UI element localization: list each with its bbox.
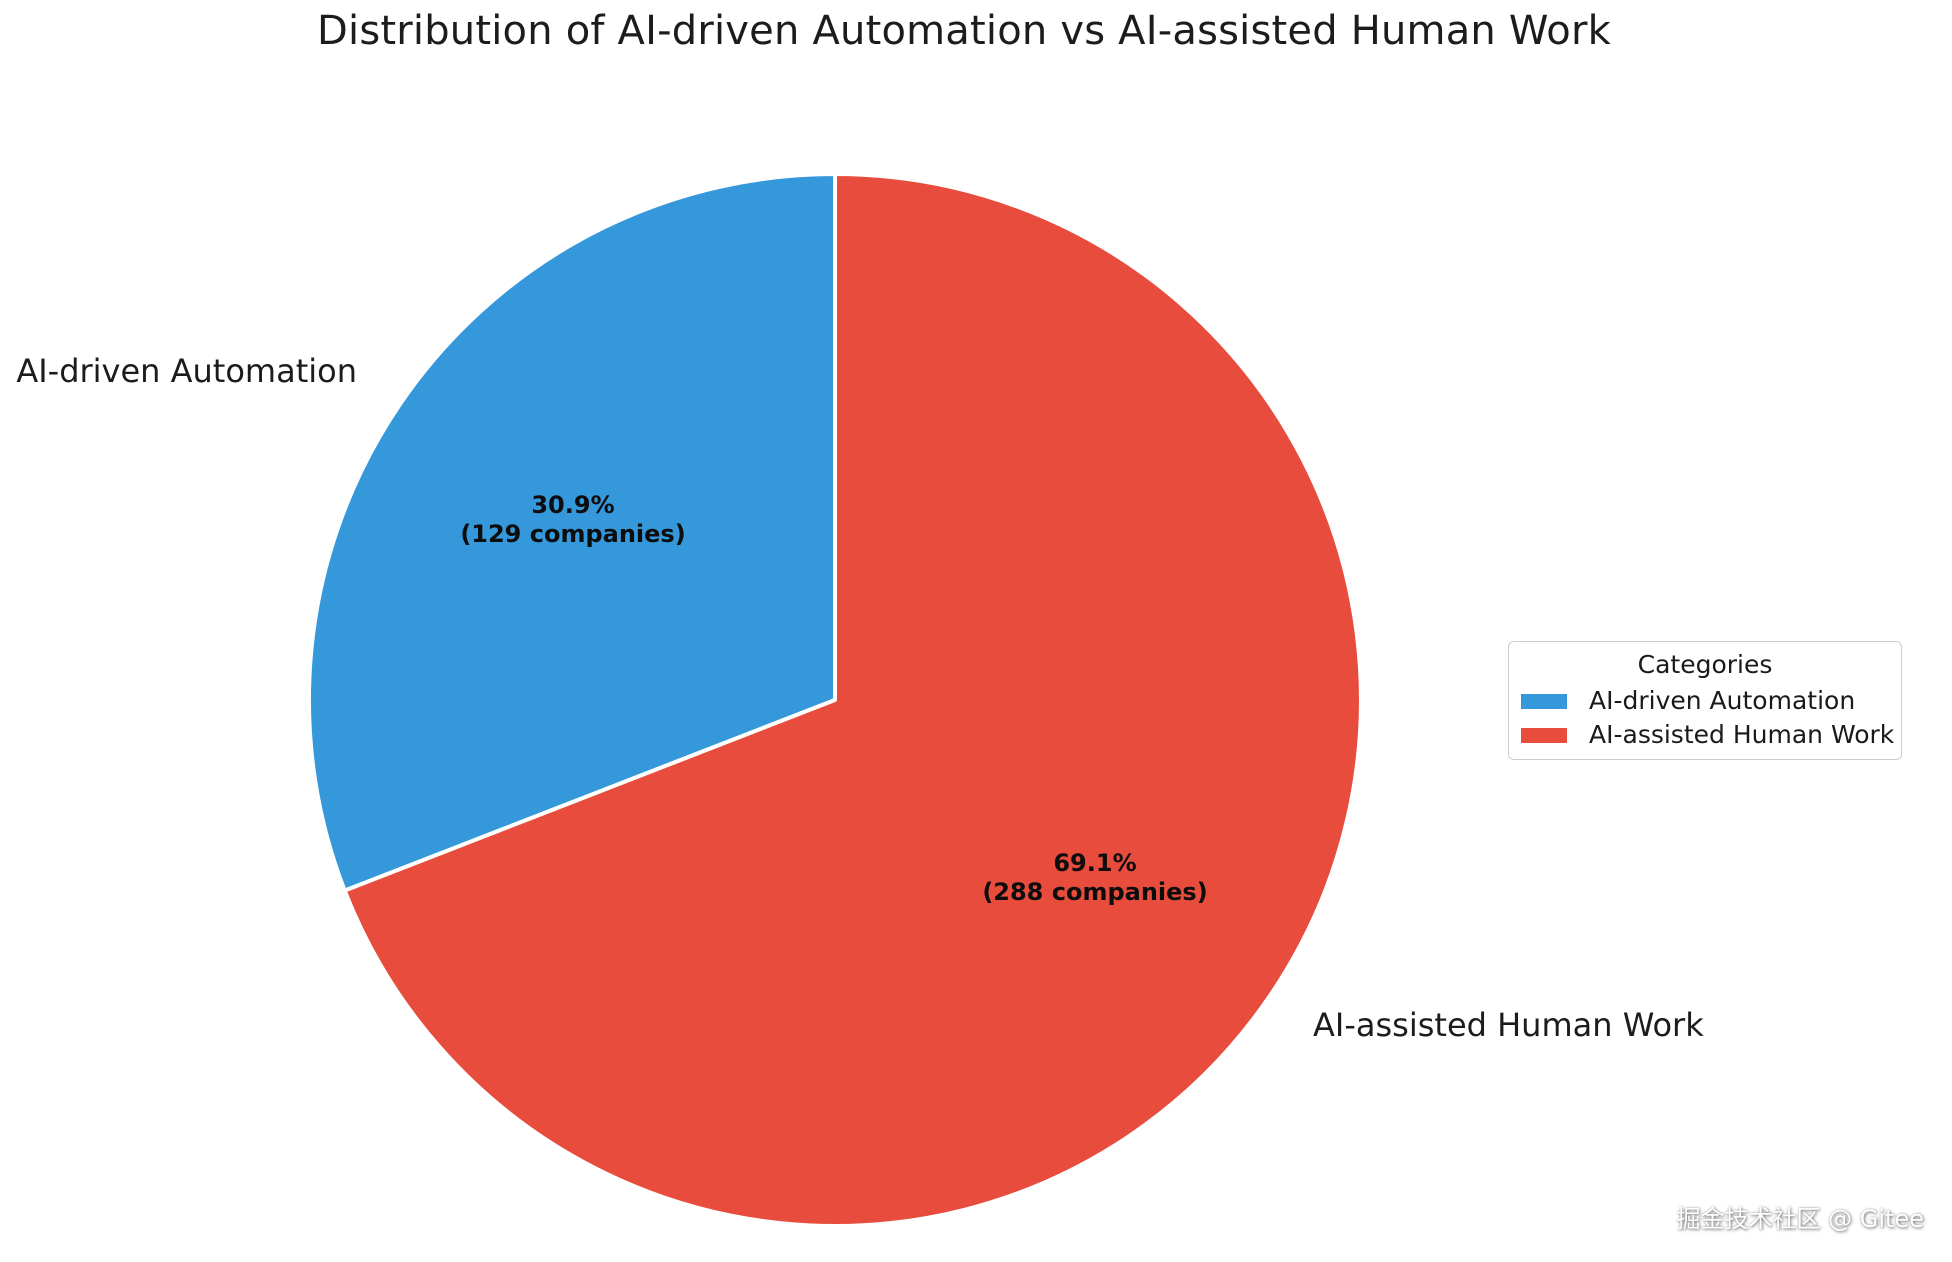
legend-item-label: AI-assisted Human Work — [1589, 720, 1895, 749]
legend-item: AI-assisted Human Work — [1521, 722, 1894, 748]
slice-autopct-ai-driven-automation: 30.9% (129 companies) — [460, 491, 685, 549]
legend-item: AI-driven Automation — [1521, 688, 1889, 714]
slice-count-text: (288 companies) — [982, 878, 1208, 906]
slice-autopct-ai-assisted-human-work: 69.1% (288 companies) — [982, 849, 1207, 907]
slice-count-text: (129 companies) — [460, 520, 686, 548]
legend: Categories AI-driven Automation AI-assis… — [1508, 641, 1902, 760]
chart-title: Distribution of AI-driven Automation vs … — [317, 8, 1611, 54]
pie-slice-ai-driven-automation — [306, 172, 837, 893]
legend-item-label: AI-driven Automation — [1589, 686, 1856, 715]
legend-swatch-red — [1521, 727, 1567, 743]
watermark: 掘金技术社区 @ Gitee — [1676, 1205, 1924, 1233]
pie-slice-ai-assisted-human-work — [342, 172, 1363, 1228]
slice-category-label-ai-driven-automation: AI-driven Automation — [16, 352, 357, 390]
slice-category-label-ai-assisted-human-work: AI-assisted Human Work — [1313, 1006, 1704, 1044]
slice-percent-text: 30.9% — [531, 491, 615, 519]
slice-percent-text: 69.1% — [1053, 849, 1137, 877]
legend-swatch-blue — [1521, 693, 1567, 709]
legend-title: Categories — [1637, 650, 1773, 679]
